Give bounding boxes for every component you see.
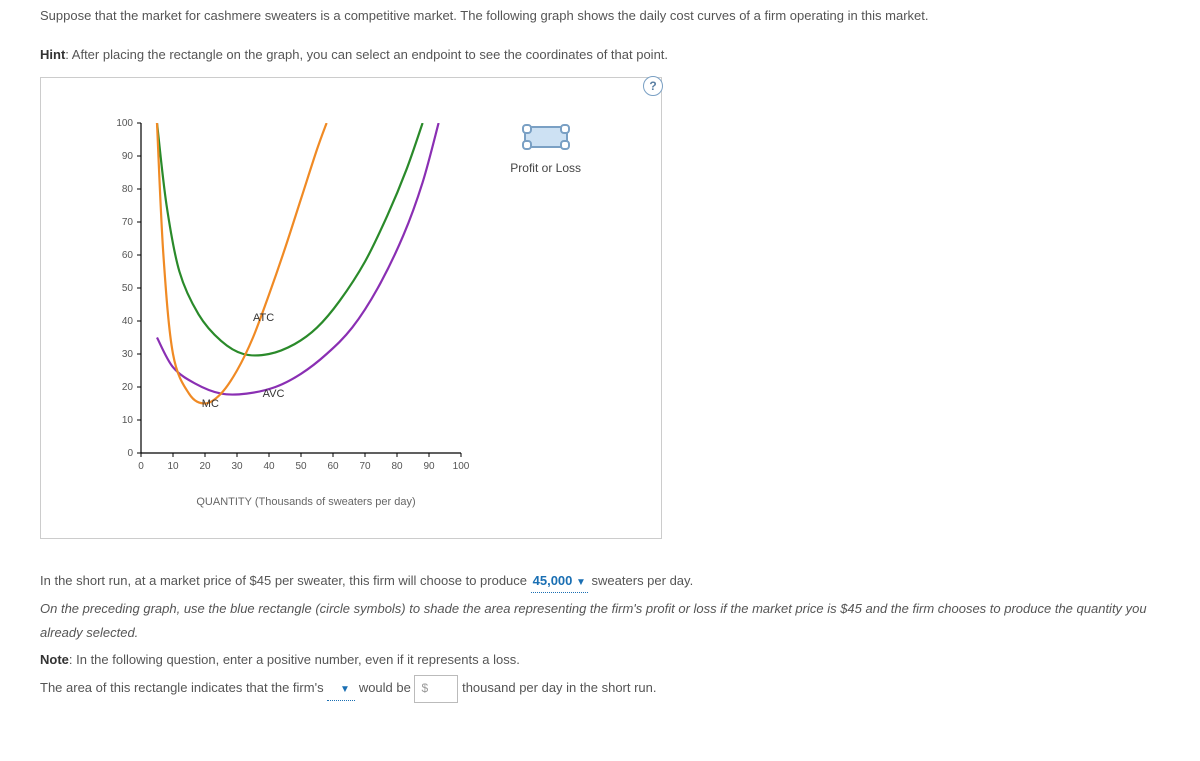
question-1: In the short run, at a market price of $… (40, 569, 1160, 593)
svg-text:MC: MC (202, 398, 219, 410)
svg-text:100: 100 (453, 461, 470, 472)
q4-pre: The area of this rectangle indicates tha… (40, 680, 327, 695)
q3-body: : In the following question, enter a pos… (69, 652, 520, 667)
q4-post: thousand per day in the short run. (462, 680, 656, 695)
q4-mid: would be (359, 680, 415, 695)
profit-loss-dropdown[interactable]: ▼ (327, 676, 355, 700)
help-icon[interactable]: ? (643, 76, 663, 96)
question-3-note: Note: In the following question, enter a… (40, 648, 1160, 671)
cost-curves-chart[interactable]: 0 10 20 30 40 50 60 70 80 90 100 0 10 20 30 40 50 60 70 80 9… (111, 118, 511, 488)
svg-text:70: 70 (122, 217, 134, 228)
svg-text:0: 0 (138, 461, 144, 472)
question-2-instruction: On the preceding graph, use the blue rec… (40, 597, 1160, 644)
svg-text:80: 80 (122, 184, 134, 195)
svg-text:30: 30 (122, 349, 134, 360)
svg-text:60: 60 (327, 461, 339, 472)
svg-text:20: 20 (122, 382, 134, 393)
chevron-down-icon: ▼ (340, 684, 350, 695)
svg-text:80: 80 (391, 461, 403, 472)
svg-text:70: 70 (359, 461, 371, 472)
svg-text:100: 100 (116, 118, 133, 129)
svg-text:60: 60 (122, 250, 134, 261)
intro-text: Suppose that the market for cashmere swe… (40, 4, 1160, 27)
q1-post: sweaters per day. (592, 573, 694, 588)
svg-text:90: 90 (122, 151, 134, 162)
svg-text:10: 10 (167, 461, 179, 472)
q3-label: Note (40, 652, 69, 667)
question-4: The area of this rectangle indicates tha… (40, 675, 1160, 703)
hint-label: Hint (40, 47, 65, 62)
quantity-dropdown[interactable]: 45,000 ▼ (531, 569, 588, 593)
svg-text:90: 90 (423, 461, 435, 472)
hint-line: Hint: After placing the rectangle on the… (40, 43, 1160, 66)
hint-body: : After placing the rectangle on the gra… (65, 47, 668, 62)
chevron-down-icon: ▼ (576, 577, 586, 588)
q1-pre: In the short run, at a market price of $… (40, 573, 531, 588)
svg-text:10: 10 (122, 415, 134, 426)
svg-text:20: 20 (199, 461, 211, 472)
svg-text:40: 40 (122, 316, 134, 327)
svg-text:AVC: AVC (263, 388, 285, 400)
quantity-dropdown-value: 45,000 (533, 573, 573, 588)
svg-text:50: 50 (122, 283, 134, 294)
chart-panel: ? Profit or Loss PRICE (Dollars per swea… (40, 77, 662, 539)
svg-text:ATC: ATC (253, 312, 274, 324)
svg-text:30: 30 (231, 461, 243, 472)
svg-text:50: 50 (295, 461, 307, 472)
svg-text:40: 40 (263, 461, 275, 472)
x-axis-label: QUANTITY (Thousands of sweaters per day) (146, 496, 466, 508)
amount-input[interactable]: $ (414, 675, 458, 703)
svg-text:0: 0 (127, 448, 133, 459)
q2-body: On the preceding graph, use the blue rec… (40, 601, 1147, 639)
chart-inner: PRICE (Dollars per sweater) 010203040506… (61, 118, 641, 518)
